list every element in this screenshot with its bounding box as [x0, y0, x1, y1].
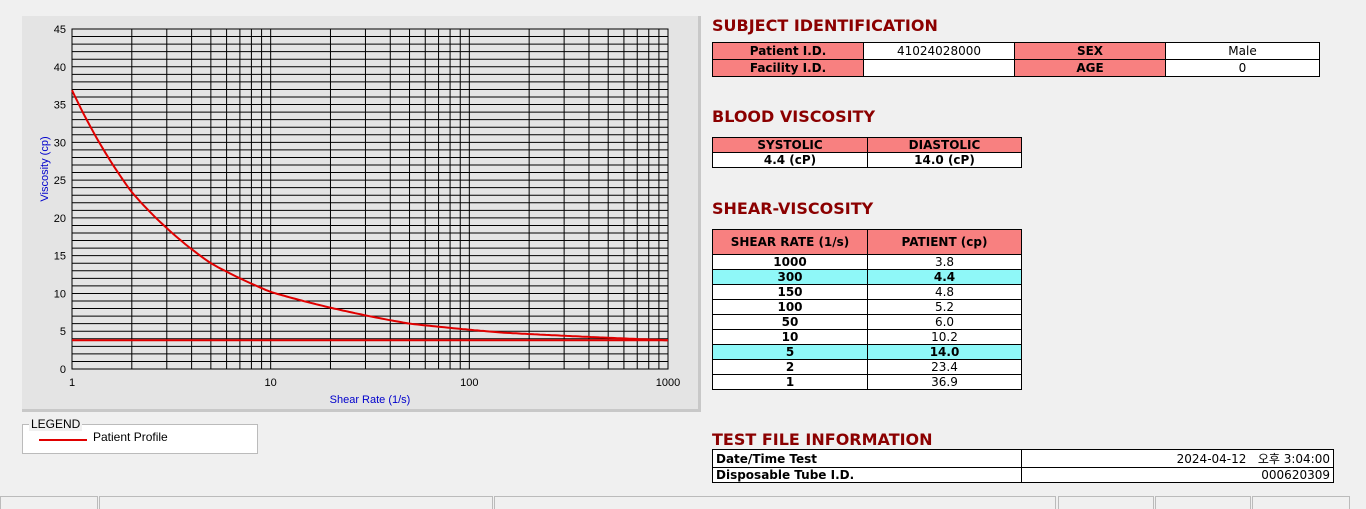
- shear-row: 1000 3.8: [712, 254, 1022, 270]
- shear-rate-value: 2: [712, 359, 868, 375]
- legend-title: LEGEND: [29, 417, 83, 431]
- age: 0: [1165, 59, 1320, 77]
- shear-row: 10 10.2: [712, 329, 1022, 345]
- shear-row: 100 5.2: [712, 299, 1022, 315]
- blood-title: BLOOD VISCOSITY: [712, 107, 876, 126]
- y-tick-label: 25: [54, 175, 66, 187]
- systolic-value: 4.4 (cP): [712, 152, 868, 168]
- shear-rate-value: 150: [712, 284, 868, 300]
- patient-value: 23.4: [867, 359, 1022, 375]
- shear-row: 2 23.4: [712, 359, 1022, 375]
- testfile-table: Date/Time Test 2024-04-12 오후 3:04:00 Disp…: [712, 449, 1334, 483]
- shear-rate-value: 300: [712, 269, 868, 285]
- y-tick-label: 10: [54, 288, 66, 300]
- subject-table: Patient I.D. 41024028000 SEX Male Facility …: [712, 42, 1320, 77]
- patient-id-label: Patient I.D.: [712, 42, 864, 60]
- patient-value: 3.8: [867, 254, 1022, 270]
- legend-item: Patient Profile: [93, 430, 168, 444]
- shear-rate-value: 10: [712, 329, 868, 345]
- status-pane: [1058, 496, 1154, 509]
- patient-header: PATIENT (cp): [867, 229, 1022, 255]
- plot-area: [71, 28, 669, 370]
- shear-row: 300 4.4: [712, 269, 1022, 285]
- patient-value: 14.0: [867, 344, 1022, 360]
- patient-value: 36.9: [867, 374, 1022, 390]
- patient-value: 6.0: [867, 314, 1022, 330]
- status-pane: [1155, 496, 1251, 509]
- x-tick-label: 1000: [656, 377, 680, 389]
- facility-id: [863, 59, 1015, 77]
- patient-value: 5.2: [867, 299, 1022, 315]
- patient-value: 4.4: [867, 269, 1022, 285]
- diastolic-label: DIASTOLIC: [867, 137, 1022, 153]
- blood-table: SYSTOLIC DIASTOLIC 4.4 (cP) 14.0 (cP): [712, 137, 1022, 168]
- viscosity-chart: 0 5 10 15 20 25 30 35 40 45 1 10 100 1000 Shear Rate (…: [22, 16, 701, 412]
- y-tick-label: 15: [54, 251, 66, 263]
- shear-rate-value: 1: [712, 374, 868, 390]
- shear-rate-header: SHEAR RATE (1/s): [712, 229, 868, 255]
- x-axis-label: Shear Rate (1/s): [330, 394, 411, 406]
- patient-value: 4.8: [867, 284, 1022, 300]
- patient-id: 41024028000: [863, 42, 1015, 60]
- shear-row: 5 14.0: [712, 344, 1022, 360]
- tube-value: 000620309: [1021, 467, 1334, 483]
- shear-row: 150 4.8: [712, 284, 1022, 300]
- y-tick-label: 30: [54, 137, 66, 149]
- shear-title: SHEAR-VISCOSITY: [712, 199, 874, 218]
- shear-rate-value: 50: [712, 314, 868, 330]
- status-pane: [494, 496, 1056, 509]
- patient-value: 10.2: [867, 329, 1022, 345]
- chart-svg: 0 5 10 15 20 25 30 35 40 45 1 10 100 1000 Shear Rate (…: [39, 24, 680, 406]
- y-tick-label: 0: [60, 364, 66, 376]
- facility-label: Facility I.D.: [712, 59, 864, 77]
- shear-table: SHEAR RATE (1/s) PATIENT (cp) 1000 3.8 300 4…: [712, 229, 1022, 390]
- legend-swatch: [39, 439, 87, 441]
- y-tick-label: 35: [54, 100, 66, 112]
- x-tick-label: 100: [460, 377, 478, 389]
- y-tick-label: 40: [54, 62, 66, 74]
- sex: Male: [1165, 42, 1320, 60]
- y-tick-label: 45: [54, 24, 66, 36]
- subject-title: SUBJECT IDENTIFICATION: [712, 16, 938, 35]
- legend: LEGEND Patient Profile: [22, 417, 258, 454]
- shear-rate-value: 100: [712, 299, 868, 315]
- series-line: [71, 89, 669, 342]
- shear-row: 50 6.0: [712, 314, 1022, 330]
- sex-label: SEX: [1014, 42, 1166, 60]
- y-tick-label: 20: [54, 213, 66, 225]
- age-label: AGE: [1014, 59, 1166, 77]
- y-axis-label: Viscosity (cp): [39, 136, 51, 201]
- systolic-label: SYSTOLIC: [712, 137, 868, 153]
- diastolic-value: 14.0 (cP): [867, 152, 1022, 168]
- date-value: 2024-04-12 오후 3:04:00: [1021, 449, 1334, 468]
- shear-row: 1 36.9: [712, 374, 1022, 390]
- x-tick-label: 10: [265, 377, 277, 389]
- y-tick-label: 5: [60, 326, 66, 338]
- status-pane: [1252, 496, 1350, 509]
- testfile-title: TEST FILE INFORMATION: [712, 430, 933, 449]
- x-tick-label: 1: [69, 377, 75, 389]
- status-pane: [99, 496, 493, 509]
- tube-label: Disposable Tube I.D.: [712, 467, 1022, 483]
- shear-rate-value: 1000: [712, 254, 868, 270]
- status-pane: [0, 496, 98, 509]
- shear-rate-value: 5: [712, 344, 868, 360]
- date-label: Date/Time Test: [712, 449, 1022, 468]
